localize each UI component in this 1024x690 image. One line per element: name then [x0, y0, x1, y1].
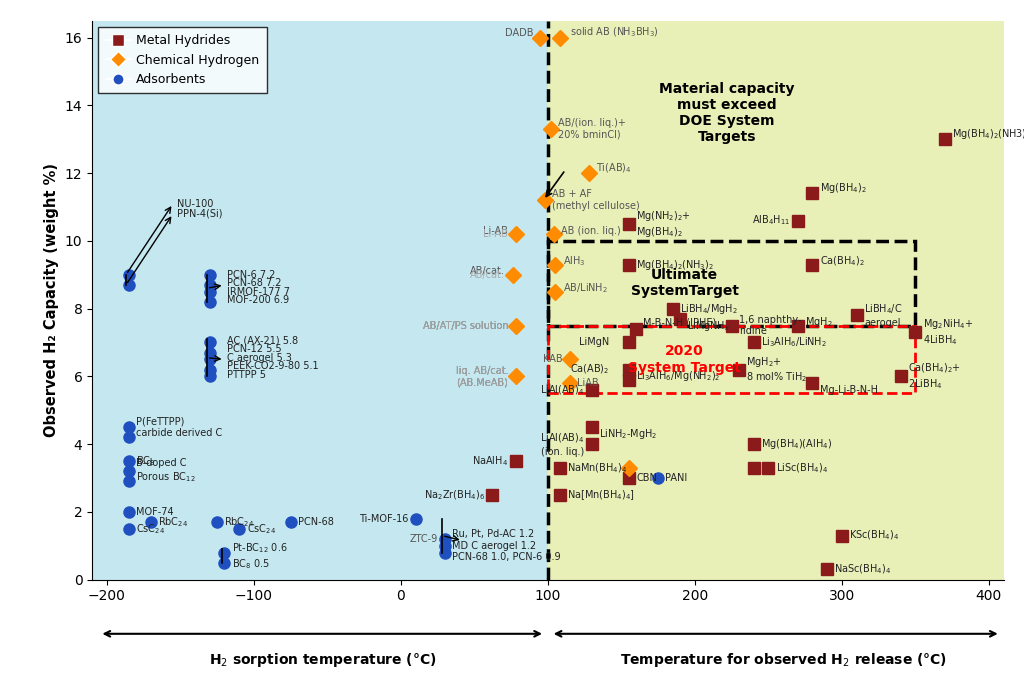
Text: liq. AB/cat.
(AB.MeAB): liq. AB/cat. (AB.MeAB) — [456, 366, 508, 387]
Text: PEEK-CO2-9-80 5.1: PEEK-CO2-9-80 5.1 — [227, 361, 319, 371]
Text: Mg-Li-B-N-H: Mg-Li-B-N-H — [820, 385, 878, 395]
Text: AlB$_4$H$_{11}$: AlB$_4$H$_{11}$ — [753, 214, 791, 228]
Text: AlH$_3$: AlH$_3$ — [562, 255, 585, 268]
Text: Mg(BH$_4$)$_2$: Mg(BH$_4$)$_2$ — [820, 181, 866, 195]
Text: PPN-4(Si): PPN-4(Si) — [177, 209, 223, 219]
Text: PCN-6 7.2: PCN-6 7.2 — [227, 270, 275, 279]
Text: LiSc(BH$_4$)$_4$: LiSc(BH$_4$)$_4$ — [776, 461, 827, 475]
Text: AB + AF
(methyl cellulose): AB + AF (methyl cellulose) — [552, 190, 640, 211]
Text: AB (ion. liq.): AB (ion. liq.) — [561, 226, 621, 236]
Y-axis label: Observed H₂ Capacity (weight %): Observed H₂ Capacity (weight %) — [44, 163, 59, 437]
Text: Ti(AB)$_4$: Ti(AB)$_4$ — [596, 161, 632, 175]
Text: Li$_3$AlH$_6$/Mg(NH$_2$)$_2$: Li$_3$AlH$_6$/Mg(NH$_2$)$_2$ — [636, 369, 721, 384]
Text: LiAl(AB)$_4$: LiAl(AB)$_4$ — [540, 383, 585, 397]
Text: AB/AT/PS solution: AB/AT/PS solution — [423, 321, 508, 331]
Text: Pt-BC$_{12}$ 0.6
BC$_8$ 0.5: Pt-BC$_{12}$ 0.6 BC$_8$ 0.5 — [231, 541, 288, 571]
Text: NaMn(BH$_4$)$_4$: NaMn(BH$_4$)$_4$ — [567, 461, 628, 475]
Text: RbC$_{24}$: RbC$_{24}$ — [224, 515, 255, 529]
Text: KSc(BH$_4$)$_4$: KSc(BH$_4$)$_4$ — [849, 529, 899, 542]
Text: MgH$_2$+
8 mol% TiH$_2$: MgH$_2$+ 8 mol% TiH$_2$ — [746, 355, 808, 384]
Bar — [548, 326, 915, 393]
Text: MgH$_2$: MgH$_2$ — [805, 315, 833, 329]
Text: IRMOF-177 7: IRMOF-177 7 — [227, 286, 291, 297]
Legend: Metal Hydrides, Chemical Hydrogen, Adsorbents: Metal Hydrides, Chemical Hydrogen, Adsor… — [98, 27, 266, 93]
Text: Ca(BH$_4$)$_2$+
2LiBH$_4$: Ca(BH$_4$)$_2$+ 2LiBH$_4$ — [908, 362, 961, 391]
Text: Material capacity
must exceed
DOE System
Targets: Material capacity must exceed DOE System… — [659, 81, 795, 144]
Text: H$_2$ sorption temperature (°C): H$_2$ sorption temperature (°C) — [209, 651, 436, 669]
Text: Mg(BH$_4$)$_2$(NH$_3$)$_2$: Mg(BH$_4$)$_2$(NH$_3$)$_2$ — [636, 257, 714, 272]
Text: NaSc(BH$_4$)$_4$: NaSc(BH$_4$)$_4$ — [835, 562, 892, 576]
Text: C aerogel 5.3: C aerogel 5.3 — [227, 353, 292, 363]
Text: P(FeTTPP)
carbide derived C: P(FeTTPP) carbide derived C — [136, 416, 222, 438]
Text: AB/cat.: AB/cat. — [470, 270, 505, 279]
Text: PCN-68 7.2: PCN-68 7.2 — [227, 278, 282, 288]
Text: Li$_3$AlH$_6$/LiNH$_2$: Li$_3$AlH$_6$/LiNH$_2$ — [761, 335, 826, 349]
Text: 1,6 naphthy-
ridine: 1,6 naphthy- ridine — [739, 315, 802, 336]
Text: Ultimate
SystemTarget: Ultimate SystemTarget — [631, 268, 738, 298]
Text: Mg$_2$NiH$_4$+
4LiBH$_4$: Mg$_2$NiH$_4$+ 4LiBH$_4$ — [923, 317, 973, 347]
Text: CsC$_{24}$: CsC$_{24}$ — [247, 522, 275, 535]
Text: LiBH$_4$/C
aerogel: LiBH$_4$/C aerogel — [864, 303, 902, 328]
Text: Mg(BH$_4$)$_2$(NH3)$_2$: Mg(BH$_4$)$_2$(NH3)$_2$ — [952, 127, 1024, 141]
Text: MOF-200 6.9: MOF-200 6.9 — [227, 295, 290, 305]
Text: AB/AT/PS solution: AB/AT/PS solution — [423, 321, 508, 331]
Text: solid AB (NH$_3$BH$_3$): solid AB (NH$_3$BH$_3$) — [570, 26, 658, 39]
Text: AB/LiNH$_2$: AB/LiNH$_2$ — [562, 282, 607, 295]
Text: Ru, Pt, Pd-AC 1.2
MD C aerogel 1.2
PCN-68 1.0, PCN-6 0.9: Ru, Pt, Pd-AC 1.2 MD C aerogel 1.2 PCN-6… — [453, 529, 561, 562]
Text: LiMgNH$_x$: LiMgNH$_x$ — [687, 319, 731, 333]
Text: Ti-MOF-16: Ti-MOF-16 — [358, 513, 409, 524]
Text: AB/(ion. liq.)+
20% bminCl): AB/(ion. liq.)+ 20% bminCl) — [558, 118, 626, 140]
Text: RbC$_{24}$: RbC$_{24}$ — [159, 515, 188, 529]
Text: 2020
System Target: 2020 System Target — [628, 344, 741, 375]
Text: AB/cat.: AB/cat. — [470, 266, 505, 277]
Text: NaAlH$_4$: NaAlH$_4$ — [472, 454, 508, 468]
Text: liq. AB/cat.
(AB.MeAB): liq. AB/cat. (AB.MeAB) — [456, 366, 508, 387]
Text: CsC$_{24}$: CsC$_{24}$ — [136, 522, 165, 535]
Bar — [548, 21, 1004, 580]
Text: Li-AB: Li-AB — [483, 229, 508, 239]
Text: B-doped C
Porous BC$_{12}$: B-doped C Porous BC$_{12}$ — [136, 458, 196, 484]
Text: NU-100: NU-100 — [177, 199, 214, 208]
Text: LiMgN: LiMgN — [580, 337, 609, 348]
Text: Na$_2$Zr(BH$_4$)$_6$: Na$_2$Zr(BH$_4$)$_6$ — [424, 488, 484, 502]
Text: DADB: DADB — [505, 28, 534, 37]
Text: MOF-74: MOF-74 — [136, 507, 174, 517]
Text: KAB: KAB — [543, 355, 562, 364]
Text: LiAl(AB)$_4$
(ion. liq.): LiAl(AB)$_4$ (ion. liq.) — [540, 431, 585, 457]
Text: AC (AX-21) 5.8: AC (AX-21) 5.8 — [227, 336, 299, 346]
Text: Ca(BH$_4$)$_2$: Ca(BH$_4$)$_2$ — [820, 255, 864, 268]
Bar — [92, 21, 548, 580]
Text: Na[Mn(BH$_4$)$_4$]: Na[Mn(BH$_4$)$_4$] — [567, 488, 635, 502]
Bar — [548, 241, 915, 326]
Text: Temperature for observed H$_2$ release (°C): Temperature for observed H$_2$ release (… — [620, 651, 946, 669]
Text: BC$_8$: BC$_8$ — [136, 454, 156, 468]
Text: Li-AB: Li-AB — [483, 226, 508, 236]
Text: LiAB: LiAB — [578, 378, 599, 388]
Text: PANI: PANI — [666, 473, 688, 483]
Text: PCN-68: PCN-68 — [298, 517, 334, 527]
Text: PCN-12 5.5: PCN-12 5.5 — [227, 344, 282, 354]
Text: Ca(AB)$_2$: Ca(AB)$_2$ — [570, 363, 609, 376]
Text: CBN: CBN — [636, 473, 657, 483]
Text: PTTPP 5: PTTPP 5 — [227, 370, 266, 380]
Text: Mg(NH$_2$)$_2$+
Mg(BH$_4$)$_2$: Mg(NH$_2$)$_2$+ Mg(BH$_4$)$_2$ — [636, 209, 691, 239]
Text: LiNH$_2$-MgH$_2$: LiNH$_2$-MgH$_2$ — [599, 427, 657, 441]
Text: ZTC-9: ZTC-9 — [410, 534, 437, 544]
Text: M-B-N-H (IPHE): M-B-N-H (IPHE) — [643, 317, 717, 327]
Text: LiBH$_4$/MgH$_2$: LiBH$_4$/MgH$_2$ — [680, 302, 738, 315]
Text: Mg(BH$_4$)(AlH$_4$): Mg(BH$_4$)(AlH$_4$) — [761, 437, 833, 451]
